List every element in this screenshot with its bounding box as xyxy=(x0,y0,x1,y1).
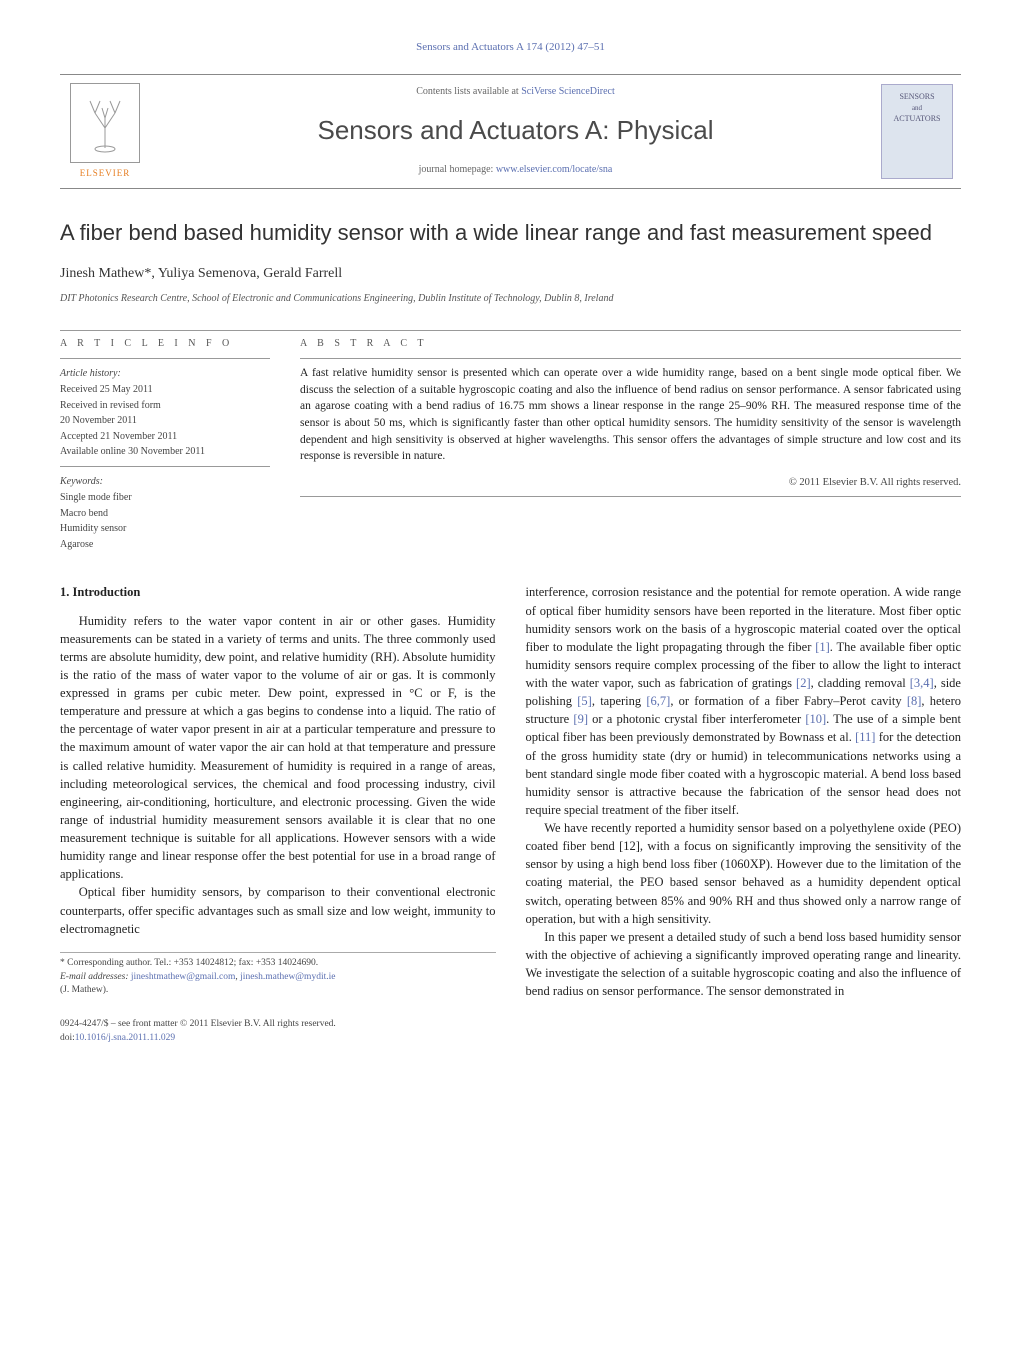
page-footer: 0924-4247/$ – see front matter © 2011 El… xyxy=(60,1018,961,1046)
info-abstract-row: A R T I C L E I N F O Article history: R… xyxy=(60,337,961,553)
citation-header: Sensors and Actuators A 174 (2012) 47–51 xyxy=(60,40,961,56)
footer-copyright: 0924-4247/$ – see front matter © 2011 El… xyxy=(60,1018,336,1032)
cover-label-1: SENSORS xyxy=(899,91,934,103)
keyword-4: Agarose xyxy=(60,538,270,553)
sciencedirect-link[interactable]: SciVerse ScienceDirect xyxy=(521,86,615,97)
footer-left: 0924-4247/$ – see front matter © 2011 El… xyxy=(60,1018,336,1046)
footer-doi-line: doi:10.1016/j.sna.2011.11.029 xyxy=(60,1032,336,1046)
journal-homepage-link[interactable]: www.elsevier.com/locate/sna xyxy=(496,164,613,175)
article-title: A fiber bend based humidity sensor with … xyxy=(60,219,961,248)
publisher-logo-block: ELSEVIER xyxy=(60,83,150,180)
abstract-heading: A B S T R A C T xyxy=(300,337,961,352)
keyword-3: Humidity sensor xyxy=(60,522,270,537)
rule-info-2 xyxy=(60,466,270,467)
section-1-heading: 1. Introduction xyxy=(60,583,496,601)
history-accepted: Accepted 21 November 2011 xyxy=(60,430,270,445)
contents-available-line: Contents lists available at SciVerse Sci… xyxy=(150,85,881,100)
body-para-5: In this paper we present a detailed stud… xyxy=(526,928,962,1001)
cover-label-and: and xyxy=(912,103,922,113)
abstract-text: A fast relative humidity sensor is prese… xyxy=(300,365,961,465)
rule-abstract-2 xyxy=(300,496,961,497)
article-info-column: A R T I C L E I N F O Article history: R… xyxy=(60,337,270,553)
doi-prefix: doi: xyxy=(60,1033,75,1043)
keyword-2: Macro bend xyxy=(60,507,270,522)
cover-label-2: ACTUATORS xyxy=(894,113,941,125)
history-online: Available online 30 November 2011 xyxy=(60,445,270,460)
history-revised-2: 20 November 2011 xyxy=(60,414,270,429)
footnote-corr: * Corresponding author. Tel.: +353 14024… xyxy=(60,957,496,971)
rule-info-1 xyxy=(60,358,270,359)
rule-abstract-1 xyxy=(300,358,961,359)
email-2[interactable]: jinesh.mathew@mydit.ie xyxy=(240,972,335,982)
body-para-2: Optical fiber humidity sensors, by compa… xyxy=(60,883,496,937)
contents-prefix: Contents lists available at xyxy=(416,86,521,97)
footnote-email-line: E-mail addresses: jineshtmathew@gmail.co… xyxy=(60,971,496,985)
elsevier-wordmark: ELSEVIER xyxy=(80,167,131,180)
homepage-prefix: journal homepage: xyxy=(419,164,496,175)
history-label: Article history: xyxy=(60,367,270,382)
email-1[interactable]: jineshtmathew@gmail.com xyxy=(131,972,236,982)
keyword-1: Single mode fiber xyxy=(60,491,270,506)
body-para-4: We have recently reported a humidity sen… xyxy=(526,819,962,928)
article-body: 1. Introduction Humidity refers to the w… xyxy=(60,583,961,1000)
abstract-column: A B S T R A C T A fast relative humidity… xyxy=(300,337,961,553)
history-received: Received 25 May 2011 xyxy=(60,383,270,398)
journal-title: Sensors and Actuators A: Physical xyxy=(150,112,881,150)
email-label: E-mail addresses: xyxy=(60,972,131,982)
author-list: Jinesh Mathew*, Yuliya Semenova, Gerald … xyxy=(60,264,961,284)
journal-cover-icon: SENSORS and ACTUATORS xyxy=(881,84,953,179)
history-revised-1: Received in revised form xyxy=(60,399,270,414)
masthead-center: Contents lists available at SciVerse Sci… xyxy=(150,85,881,178)
rule-above-info xyxy=(60,330,961,331)
journal-homepage-line: journal homepage: www.elsevier.com/locat… xyxy=(150,163,881,178)
journal-masthead: ELSEVIER Contents lists available at Sci… xyxy=(60,74,961,189)
keywords-label: Keywords: xyxy=(60,475,270,490)
doi-link[interactable]: 10.1016/j.sna.2011.11.029 xyxy=(75,1033,175,1043)
author-affiliation: DIT Photonics Research Centre, School of… xyxy=(60,292,961,307)
elsevier-tree-icon xyxy=(70,83,140,163)
footnote-author-paren: (J. Mathew). xyxy=(60,984,496,998)
cover-thumbnail-block: SENSORS and ACTUATORS xyxy=(881,84,961,179)
abstract-copyright: © 2011 Elsevier B.V. All rights reserved… xyxy=(300,475,961,490)
body-para-1: Humidity refers to the water vapor conte… xyxy=(60,612,496,884)
corresponding-author-footnote: * Corresponding author. Tel.: +353 14024… xyxy=(60,952,496,998)
article-info-heading: A R T I C L E I N F O xyxy=(60,337,270,352)
body-para-3: interference, corrosion resistance and t… xyxy=(526,583,962,819)
